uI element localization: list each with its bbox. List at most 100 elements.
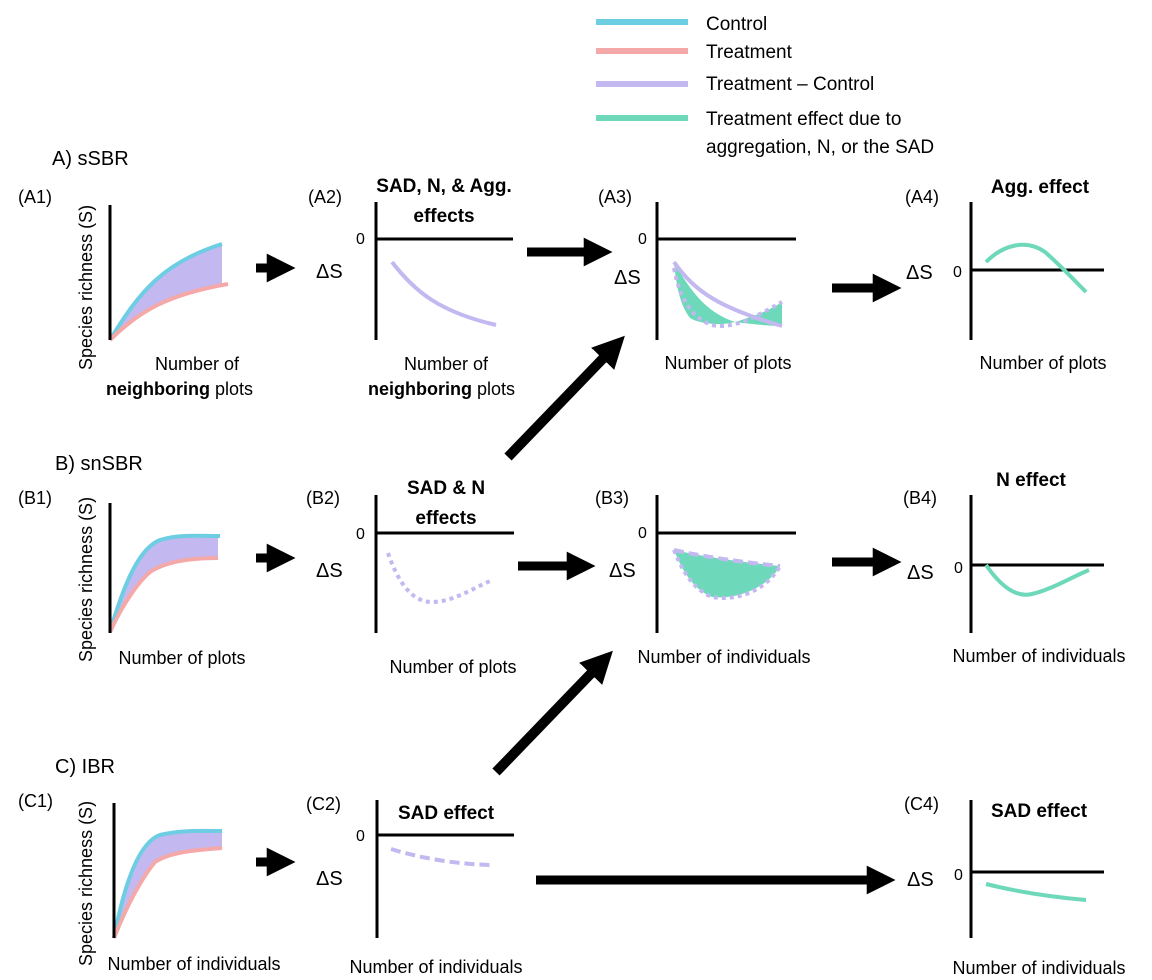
- panel-c1-y-label: Species richness (S): [76, 801, 96, 966]
- legend: Control Treatment Treatment – Control Tr…: [596, 14, 934, 158]
- legend-effect-label-1: Treatment effect due to: [706, 109, 901, 130]
- panel-b2-x-label: Number of plots: [389, 657, 516, 677]
- panel-a1-x-label-2: neighboring plots: [106, 379, 253, 399]
- panel-a3-axes: [655, 202, 796, 340]
- panel-c1-x-label: Number of individuals: [107, 954, 280, 974]
- panel-a4-title: Agg. effect: [991, 177, 1090, 198]
- legend-difference-label: Treatment – Control: [706, 74, 874, 95]
- panel-b2: (B2) SAD & N effects 0 ΔS Number of plot…: [306, 478, 517, 677]
- panel-a1-y-label: Species richness (S): [76, 205, 96, 370]
- panel-a2-x-label-rest: plots: [472, 379, 515, 399]
- panel-a3-delta-s: ΔS: [614, 267, 641, 289]
- panel-a2-difference-curve: [390, 260, 497, 327]
- panel-c2-delta-s: ΔS: [316, 868, 343, 890]
- panel-a1-x-label-rest: plots: [210, 379, 253, 399]
- panel-a4-axes: [969, 202, 1104, 340]
- panel-a2-x-label-bold: neighboring: [368, 379, 472, 399]
- arrow-c-b3: [492, 650, 613, 776]
- panel-b4-id: (B4): [903, 488, 937, 508]
- panel-b4-zero: 0: [954, 560, 963, 577]
- panel-b2-delta-s: ΔS: [316, 560, 343, 582]
- panel-b4-delta-s: ΔS: [907, 562, 934, 584]
- panel-b4-axes: [969, 495, 1104, 633]
- section-c-title: C) IBR: [55, 756, 115, 778]
- panel-b3-effect-area: [674, 550, 780, 598]
- panel-a1-x-label-1: Number of: [155, 354, 240, 374]
- panel-a3-x-label: Number of plots: [664, 353, 791, 373]
- panel-c4-delta-s: ΔS: [907, 869, 934, 891]
- panel-a4-zero: 0: [953, 264, 962, 281]
- panel-c1-difference-area: [114, 830, 222, 938]
- panel-b3-x-label: Number of individuals: [637, 647, 810, 667]
- panel-b1-treatment-curve: [108, 556, 219, 633]
- panel-c2-dashed-curve: [390, 847, 491, 867]
- panel-a2-title-2: effects: [413, 206, 474, 227]
- panel-a1-control-curve: [108, 242, 223, 342]
- panel-c2-x-label: Number of individuals: [349, 957, 522, 977]
- panel-c4-x-label: Number of individuals: [952, 958, 1125, 978]
- panel-a4-x-label: Number of plots: [979, 353, 1106, 373]
- panel-b1: (B1) Species richness (S) Number of plot…: [18, 488, 246, 668]
- panel-b2-expected-curve: [386, 552, 491, 605]
- panel-b3-dashed-curve: [673, 548, 781, 568]
- panel-c1-control-curve: [112, 828, 223, 939]
- panel-b3-zero: 0: [638, 525, 647, 542]
- panel-a2-id: (A2): [308, 187, 342, 207]
- panel-a3: (A3) 0 ΔS Number of plots: [598, 187, 796, 373]
- arrow-b-a3: [504, 335, 625, 461]
- panel-c4-effect-curve: [985, 882, 1087, 902]
- panel-c1-id: (C1): [18, 791, 53, 811]
- panel-c4-id: (C4): [904, 794, 939, 814]
- panel-a4-delta-s: ΔS: [906, 262, 933, 284]
- panel-b3-id: (B3): [595, 488, 629, 508]
- panel-b1-id: (B1): [18, 488, 52, 508]
- panel-b3-dotted-curve: [672, 549, 782, 600]
- panel-a4-effect-curve: [984, 242, 1088, 294]
- panel-c4-title: SAD effect: [991, 801, 1088, 822]
- panel-b1-x-label: Number of plots: [118, 648, 245, 668]
- panel-c1: (C1) Species richness (S) Number of indi…: [18, 791, 281, 974]
- panel-a2-x-label-1: Number of: [404, 354, 489, 374]
- panel-c4-zero: 0: [954, 867, 963, 884]
- panel-b1-difference-area: [110, 535, 218, 632]
- panel-b2-zero: 0: [356, 526, 365, 543]
- panel-b1-y-label: Species richness (S): [76, 497, 96, 662]
- panel-c2-axes: [375, 800, 514, 938]
- panel-a2-title-1: SAD, N, & Agg.: [376, 176, 511, 197]
- panel-a1-x-label-bold: neighboring: [106, 379, 210, 399]
- panel-c1-treatment-curve: [112, 846, 223, 939]
- panel-b2-id: (B2): [306, 488, 340, 508]
- panel-b2-axes: [374, 495, 514, 633]
- panel-c2-id: (C2): [306, 794, 341, 814]
- panel-a1-id: (A1): [18, 187, 52, 207]
- panel-a2-zero: 0: [356, 231, 365, 248]
- panel-a4: (A4) Agg. effect 0 ΔS Number of plots: [905, 177, 1107, 373]
- panel-b4-effect-curve: [984, 563, 1090, 597]
- panel-a1-treatment-curve: [108, 282, 229, 342]
- panel-a1: (A1) Species richness (S) Number of neig…: [18, 187, 253, 399]
- panel-b4: (B4) N effect 0 ΔS Number of individuals: [903, 470, 1126, 666]
- panel-a3-id: (A3): [598, 187, 632, 207]
- section-a-title: A) sSBR: [52, 148, 129, 170]
- section-b-title: B) snSBR: [55, 453, 143, 475]
- panel-b3: (B3) 0 ΔS Number of individuals: [595, 488, 811, 667]
- panel-b1-control-curve: [108, 533, 221, 633]
- legend-control-label: Control: [706, 14, 767, 35]
- panel-b3-delta-s: ΔS: [609, 560, 636, 582]
- panel-b4-title: N effect: [996, 470, 1066, 491]
- legend-treatment-label: Treatment: [706, 42, 793, 63]
- panel-a2-axes: [374, 202, 513, 340]
- panel-c4-axes: [969, 800, 1104, 938]
- panel-a2: (A2) SAD, N, & Agg. effects 0 ΔS Number …: [308, 176, 515, 399]
- panel-a4-id: (A4): [905, 187, 939, 207]
- panel-b2-title-2: effects: [415, 508, 476, 529]
- panel-b4-x-label: Number of individuals: [952, 646, 1125, 666]
- panel-a2-x-label-2: neighboring plots: [368, 379, 515, 399]
- legend-effect-label-2: aggregation, N, or the SAD: [706, 137, 934, 158]
- panel-a3-expected-curve: [672, 267, 783, 328]
- panel-a3-difference-curve: [672, 260, 783, 328]
- flow-arrows: [256, 237, 902, 895]
- panel-a2-delta-s: ΔS: [316, 261, 343, 283]
- panel-c4: (C4) SAD effect 0 ΔS Number of individua…: [904, 794, 1126, 978]
